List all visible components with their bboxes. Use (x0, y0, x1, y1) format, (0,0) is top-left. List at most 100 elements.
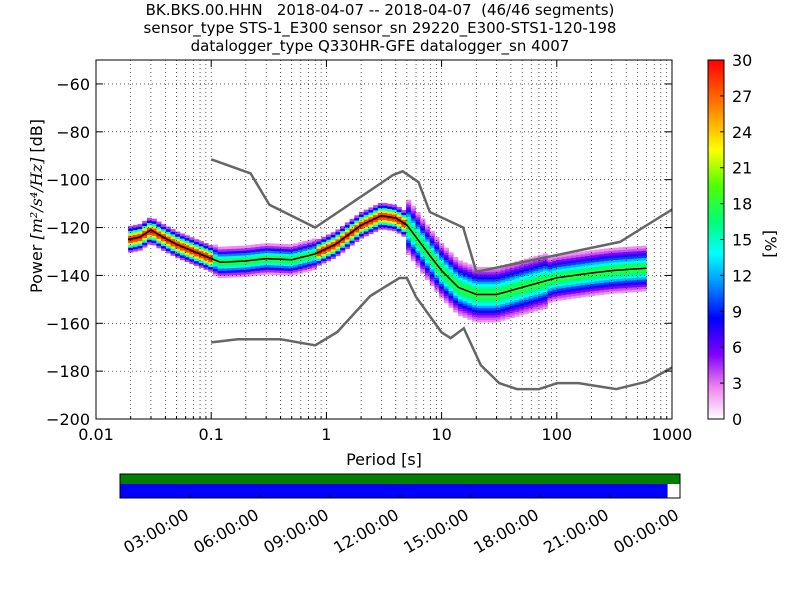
heatmap-cell (222, 275, 228, 278)
heatmap-cell (434, 277, 440, 281)
heatmap-cell (453, 288, 459, 291)
heatmap-cell (424, 265, 431, 269)
heatmap-cell (128, 249, 134, 253)
heatmap-cell (335, 229, 341, 233)
title-line-3: datalogger_type Q330HR-GFE datalogger_sn… (190, 37, 570, 55)
heatmap-cell (580, 261, 586, 264)
heatmap-cell (505, 299, 511, 303)
heatmap-cell (321, 246, 327, 250)
heatmap-cell (293, 269, 299, 273)
heatmap-cell (486, 288, 492, 292)
heatmap-cell (575, 295, 581, 298)
heatmap-cell (363, 209, 369, 213)
heatmap-cell (580, 294, 586, 298)
heatmap-cell (208, 247, 214, 251)
y-axis: −60−80−100−120−140−160−180−200 (46, 75, 672, 429)
heatmap-cell (519, 291, 525, 294)
heatmap-cell (599, 273, 605, 276)
heatmap-cell (585, 291, 591, 295)
heatmap-cell (561, 280, 567, 284)
heatmap-cell (184, 249, 190, 253)
heatmap-cell (307, 246, 313, 250)
heatmap-cell (547, 297, 553, 301)
heatmap-cell (481, 312, 487, 316)
heatmap-cell (622, 263, 628, 267)
heatmap-cell (415, 231, 421, 234)
heatmap-cell (448, 254, 454, 258)
heatmap-cell (472, 314, 478, 317)
heatmap-cell (349, 218, 355, 222)
heatmap-cell (217, 263, 223, 267)
heatmap-cell (608, 267, 614, 270)
heatmap-cell (472, 297, 478, 301)
heatmap-cell (429, 266, 435, 270)
heatmap-cell (613, 247, 619, 251)
heatmap-cell (278, 248, 285, 252)
heatmap-cell (260, 248, 266, 252)
heatmap-cell (467, 293, 473, 296)
heatmap-cell (505, 304, 511, 308)
heatmap-cell (387, 203, 393, 207)
heatmap-cell (528, 295, 534, 299)
heatmap-cell (627, 263, 633, 267)
heatmap-cell (523, 277, 530, 281)
heatmap-cell (227, 265, 233, 269)
heatmap-cell (457, 298, 464, 302)
heatmap-cell (637, 269, 643, 273)
heatmap-cell (245, 264, 252, 268)
heatmap-cell (476, 305, 482, 309)
heatmap-cell (599, 268, 605, 271)
heatmap-cell (326, 248, 332, 252)
heatmap-cell (556, 295, 563, 299)
heatmap-cell (443, 290, 449, 294)
heatmap-cell (528, 288, 534, 292)
heatmap-cell (212, 254, 219, 257)
heatmap-cell (490, 295, 497, 299)
heatmap-cell (627, 272, 633, 276)
heatmap-cell (293, 250, 299, 254)
heatmap-cell (613, 252, 619, 256)
heatmap-cell (622, 270, 628, 274)
heatmap-cell (542, 287, 548, 290)
heatmap-cell (377, 210, 383, 213)
heatmap-cell (410, 236, 416, 240)
heatmap-cell (509, 286, 515, 290)
heatmap-cell (453, 273, 459, 277)
heatmap-cell (161, 238, 167, 242)
heatmap-cell (203, 245, 209, 249)
heatmap-cell (472, 295, 478, 298)
coverage-gap (667, 484, 680, 498)
heatmap-cell (373, 212, 379, 216)
heatmap-cell (448, 283, 454, 287)
heatmap-cell (170, 245, 176, 249)
heatmap-cell (462, 286, 468, 290)
heatmap-cell (599, 277, 605, 281)
heatmap-cell (552, 284, 558, 288)
heatmap-cell (481, 278, 487, 282)
heatmap-cell (245, 245, 252, 248)
heatmap-cell (429, 249, 435, 253)
heatmap-cell (472, 311, 478, 315)
heatmap-cell (406, 216, 412, 220)
heatmap-cell (359, 214, 365, 218)
heatmap-cell (556, 266, 563, 270)
heatmap-cell (151, 225, 157, 229)
heatmap-cell (198, 243, 204, 247)
heatmap-cell (227, 246, 233, 250)
heatmap-cell (448, 302, 454, 306)
heatmap-cell (245, 271, 252, 275)
heatmap-cell (472, 275, 478, 279)
heatmap-cell (542, 303, 548, 307)
heatmap-cell (509, 310, 515, 314)
heatmap-cell (608, 259, 614, 263)
heatmap-cell (269, 248, 275, 251)
heatmap-cell (453, 257, 459, 260)
heatmap-cell (382, 222, 388, 225)
heatmap-cell (184, 242, 190, 246)
heatmap-cell (589, 286, 596, 289)
heatmap-cell (406, 233, 412, 236)
heatmap-cell (344, 243, 350, 247)
heatmap-cell (255, 270, 261, 274)
heatmap-cell (288, 263, 294, 267)
heatmap-cell (641, 281, 647, 285)
